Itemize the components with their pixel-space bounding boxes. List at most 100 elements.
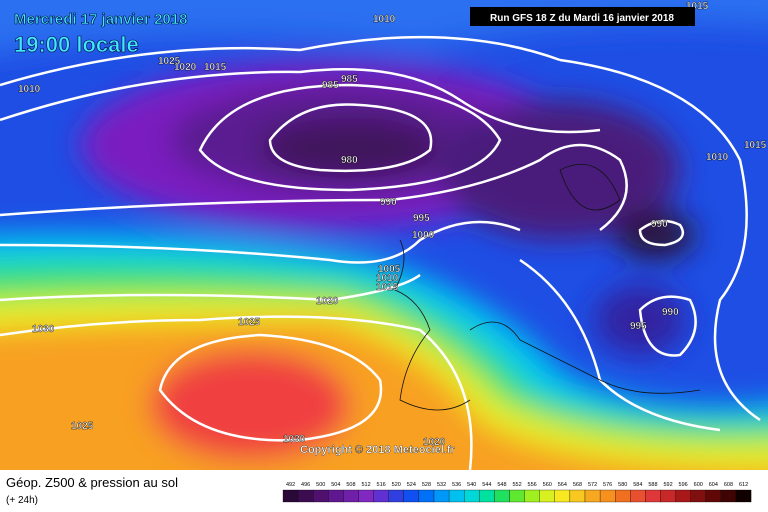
scale-label: 560 xyxy=(543,482,552,488)
scale-swatch xyxy=(479,489,495,503)
scale-label: 520 xyxy=(392,482,401,488)
scale-label: 524 xyxy=(407,482,416,488)
scale-label: 492 xyxy=(286,482,295,488)
scale-swatch xyxy=(584,489,601,503)
scale-label: 608 xyxy=(724,482,733,488)
scale-swatch xyxy=(328,489,344,503)
isobar-label: 1025 xyxy=(158,56,181,67)
isobar-label: 1030 xyxy=(283,434,306,445)
scale-swatch xyxy=(388,489,404,503)
scale-swatch xyxy=(705,489,722,503)
scale-label: 556 xyxy=(528,482,537,488)
scale-label: 604 xyxy=(709,482,718,488)
isobar-label: 1015 xyxy=(376,282,399,293)
scale-swatch xyxy=(720,489,737,503)
scale-swatch xyxy=(675,489,691,503)
scale-label: 600 xyxy=(694,482,703,488)
scale-label: 548 xyxy=(497,482,506,488)
isobar-label: 1020 xyxy=(423,437,446,448)
isobar-label: 990 xyxy=(380,197,397,208)
isobar-label: 1010 xyxy=(18,84,41,95)
isobar-lines xyxy=(0,35,761,470)
scale-swatch xyxy=(313,489,329,503)
map-time: 19:00 locale xyxy=(14,32,139,57)
map-date: Mercredi 17 janvier 2018 xyxy=(14,11,187,28)
isobar-label: 1025 xyxy=(71,421,94,432)
scale-label: 584 xyxy=(633,482,642,488)
legend-title: Géop. Z500 & pression au sol xyxy=(6,475,178,490)
isobar-label: 1005 xyxy=(378,264,401,275)
isobar-label: 1015 xyxy=(204,62,227,73)
scale-label: 516 xyxy=(377,482,386,488)
scale-label: 568 xyxy=(573,482,582,488)
scale-swatch xyxy=(418,489,435,503)
scale-label: 508 xyxy=(346,482,355,488)
isobar-label: 1020 xyxy=(174,62,197,73)
isobar-label: 980 xyxy=(341,155,358,166)
isobar-label: 1010 xyxy=(376,273,399,284)
scale-swatch xyxy=(539,489,555,503)
isobar-label: 1015 xyxy=(744,140,767,151)
isobar-label: 990 xyxy=(651,219,668,230)
scale-label: 588 xyxy=(648,482,657,488)
scale-swatch xyxy=(358,489,374,503)
scale-swatch xyxy=(599,489,616,503)
scale-label: 592 xyxy=(663,482,672,488)
scale-swatch xyxy=(494,489,510,503)
isobar-label: 1025 xyxy=(238,317,261,328)
scale-swatch xyxy=(660,489,676,503)
scale-swatch xyxy=(569,489,586,503)
scale-swatch xyxy=(524,489,540,503)
scale-label: 504 xyxy=(331,482,340,488)
scale-label: 580 xyxy=(618,482,627,488)
run-label: Run GFS 18 Z du Mardi 16 janvier 2018 xyxy=(490,13,674,24)
scale-swatch xyxy=(645,489,661,503)
isobar-label: 985 xyxy=(322,80,339,91)
scale-swatch xyxy=(343,489,359,503)
scale-label: 496 xyxy=(301,482,310,488)
copyright: Copyright © 2018 Meteociel.fr xyxy=(300,444,456,456)
scale-label: 544 xyxy=(482,482,491,488)
scale-label: 564 xyxy=(558,482,567,488)
color-scale: 492 496 500 504 508 512 516 520 524 528 532 536 540 5… xyxy=(282,482,752,503)
isobar-label: 990 xyxy=(662,307,679,318)
isobar-label: 1015 xyxy=(686,1,709,12)
scale-swatch xyxy=(690,489,706,503)
scale-label: 540 xyxy=(467,482,476,488)
scale-label: 612 xyxy=(739,482,748,488)
scale-swatch xyxy=(509,489,525,503)
run-box xyxy=(470,7,695,26)
scale-swatch xyxy=(373,489,389,503)
scale-swatch xyxy=(735,489,752,503)
scale-swatch xyxy=(464,489,480,503)
isobar-label: 1010 xyxy=(706,152,729,163)
isobar-label: 985 xyxy=(341,74,358,85)
scale-swatch xyxy=(554,489,571,503)
scale-swatch xyxy=(297,489,314,503)
scale-label: 596 xyxy=(679,482,688,488)
isobar-label: 995 xyxy=(630,321,647,332)
scale-swatch xyxy=(448,489,465,503)
scale-swatch xyxy=(630,489,646,503)
scale-label: 536 xyxy=(452,482,461,488)
isobar-label: 1010 xyxy=(373,14,396,25)
isobar-label: 995 xyxy=(413,213,430,224)
scale-label: 500 xyxy=(316,482,325,488)
scale-swatch xyxy=(433,489,450,503)
scale-label: 572 xyxy=(588,482,597,488)
scale-label: 576 xyxy=(603,482,612,488)
scale-label: 552 xyxy=(512,482,521,488)
scale-swatch xyxy=(282,489,299,503)
scale-swatch xyxy=(403,489,420,503)
legend-subtitle: (+ 24h) xyxy=(6,495,38,506)
isobar-label: 1030 xyxy=(32,324,55,335)
isobar-label: 1020 xyxy=(316,296,339,307)
scale-label: 512 xyxy=(361,482,370,488)
coastlines xyxy=(394,163,701,411)
scale-label: 528 xyxy=(422,482,431,488)
scale-swatch xyxy=(615,489,631,503)
scale-label: 532 xyxy=(437,482,446,488)
